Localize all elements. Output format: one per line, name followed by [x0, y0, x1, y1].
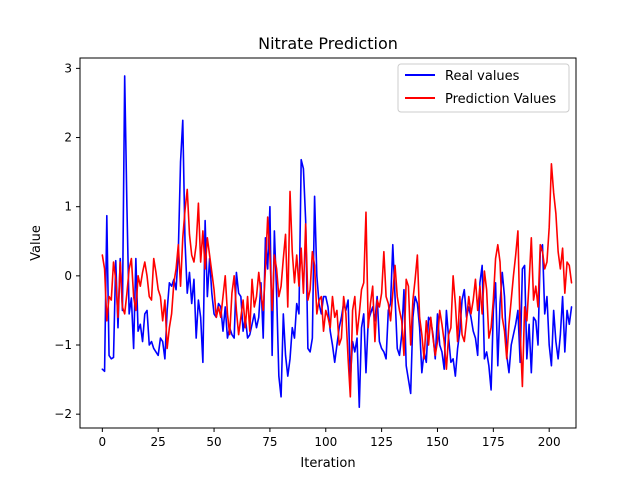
- x-tick-label: 150: [426, 435, 449, 449]
- y-tick-label: 2: [64, 131, 72, 145]
- y-tick-label: 0: [64, 269, 72, 283]
- x-tick-label: 200: [538, 435, 561, 449]
- series-line-real-values: [101, 75, 573, 409]
- y-tick-label: −2: [54, 407, 72, 421]
- x-tick-label: 0: [99, 435, 107, 449]
- series-line-prediction-values: [101, 163, 573, 398]
- legend-label-prediction: Prediction Values: [445, 92, 556, 107]
- y-tick-label: −1: [54, 338, 72, 352]
- x-tick-label: 100: [314, 435, 337, 449]
- y-axis-label: Value: [29, 225, 44, 261]
- x-tick-label: 25: [151, 435, 166, 449]
- y-tick-label: 1: [64, 200, 72, 214]
- legend-label-real: Real values: [445, 69, 520, 84]
- legend-box: [397, 63, 570, 113]
- chart-title: Nitrate Prediction: [258, 34, 398, 53]
- x-tick-label: 125: [370, 435, 393, 449]
- x-tick-label: 75: [262, 435, 277, 449]
- plot-area: [101, 75, 573, 409]
- y-tick-label: 3: [64, 61, 72, 75]
- x-tick-label: 50: [206, 435, 221, 449]
- x-axis-label: Iteration: [300, 456, 355, 471]
- plot-frame: [79, 57, 577, 429]
- axis-ticks: 0 25 50 75 100 125 150 175 200 −2 −1 0 1 2 3: [54, 61, 560, 449]
- x-tick-label: 175: [482, 435, 505, 449]
- legend: Real values Prediction Values: [397, 63, 570, 113]
